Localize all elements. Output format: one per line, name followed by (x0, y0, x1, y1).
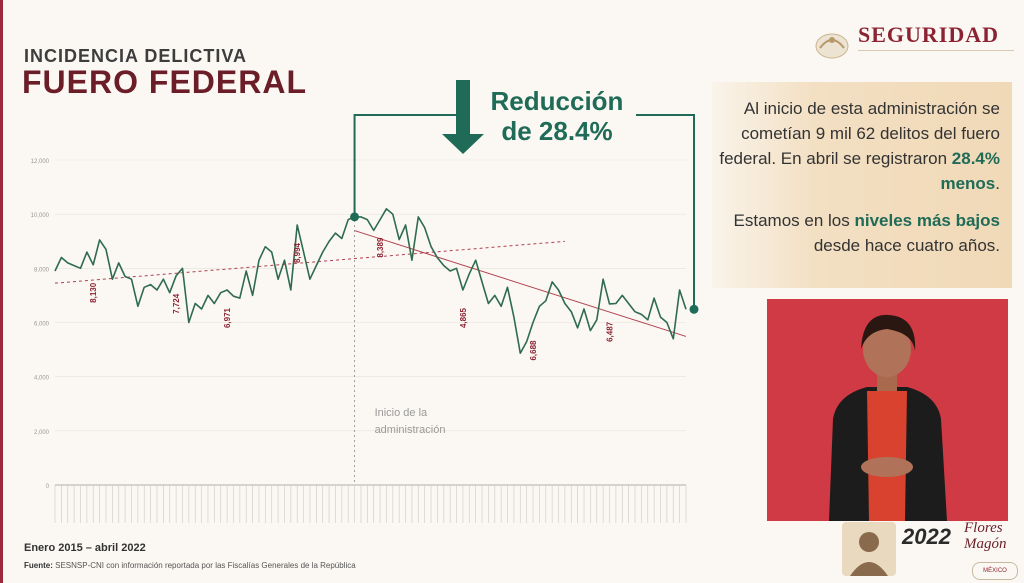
info-p1-highlight: 28.4% menos (940, 149, 1000, 193)
logo-flores-magon: Flores Magón (964, 520, 1007, 552)
data-source: Fuente: SESNSP-CNI con información repor… (24, 561, 356, 570)
series-line (54, 208, 687, 355)
y-tick-label: 12,000 (31, 159, 50, 165)
chart-subtitle: INCIDENCIA DELICTIVA (24, 46, 248, 66)
y-tick-label: 4,000 (34, 376, 50, 382)
trend-line-previous (54, 240, 565, 284)
highlighted-value-label: 6,487 (606, 321, 615, 342)
info-paragraph-1: Al inicio de esta administración se come… (710, 96, 1000, 196)
info-p1-end: . (995, 174, 1000, 193)
gobierno-mexico-badge: MÉXICO (972, 562, 1018, 580)
source-label: Fuente: (24, 561, 53, 570)
highlighted-value-label: 8,130 (89, 282, 98, 303)
y-tick-label: 8,000 (34, 267, 50, 273)
info-paragraph-2: Estamos en los niveles más bajos desde h… (710, 208, 1000, 258)
y-tick-label: 6,000 (34, 322, 50, 328)
seguridad-logo: SEGURIDAD (812, 22, 1018, 66)
interpreter-figure (767, 299, 1008, 521)
highlighted-value-label: 7,724 (172, 293, 181, 314)
info-p1-text: Al inicio de esta administración se come… (719, 99, 1000, 168)
eagle-seal-icon (815, 33, 849, 59)
logo-magon: Magón (964, 536, 1007, 552)
reduction-line1: Reducción (490, 86, 624, 116)
sign-language-interpreter-video (767, 299, 1008, 521)
annotation-line1: Inicio de la (375, 407, 428, 419)
left-accent-rule (0, 0, 3, 583)
flores-magon-2022-logo: 2022 Flores Magón MÉXICO (842, 518, 1022, 580)
chart-title: FUERO FEDERAL (22, 64, 307, 100)
highlighted-value-label: 6,971 (223, 307, 232, 328)
trend-line-current (354, 230, 687, 337)
portrait-icon (842, 522, 896, 576)
highlighted-value-label: 8,389 (376, 237, 385, 258)
end-marker (689, 304, 699, 314)
bracket-left (353, 114, 456, 217)
highlighted-value-label: 4,865 (459, 307, 468, 328)
brand-name: SEGURIDAD (858, 22, 1000, 47)
y-tick-label: 10,000 (31, 213, 50, 219)
y-tick-label: 0 (46, 484, 50, 490)
y-tick-label: 2,000 (34, 430, 50, 436)
info-p2-highlight: niveles más bajos (854, 211, 1000, 230)
info-p2-text: Estamos en los (733, 211, 855, 230)
info-panel: Al inicio de esta administración se come… (712, 82, 1012, 288)
brand-subline (858, 50, 1014, 59)
date-range-label: Enero 2015 – abril 2022 (24, 542, 146, 554)
bracket-right (636, 114, 695, 310)
reduction-line2: de 28.4% (501, 116, 613, 146)
highlighted-value-label: 6,688 (529, 340, 538, 361)
info-text: Al inicio de esta administración se come… (710, 96, 1000, 270)
logo-flores: Flores (964, 520, 1003, 536)
start-marker (350, 212, 360, 222)
reduction-callout: Reducción de 28.4% (482, 86, 632, 146)
crime-incidence-chart: 0 2,000 4,000 6,000 8,000 10,000 12,000 Inicio … (31, 80, 699, 523)
info-p2-end: desde hace cuatro años. (813, 236, 1000, 255)
logo-year: 2022 (902, 524, 951, 549)
annotation-line2: administración (375, 424, 446, 436)
highlighted-value-label: 8,994 (293, 242, 302, 263)
down-arrow-icon (442, 80, 484, 154)
source-text: SESNSP-CNI con información reportada por… (55, 561, 356, 570)
